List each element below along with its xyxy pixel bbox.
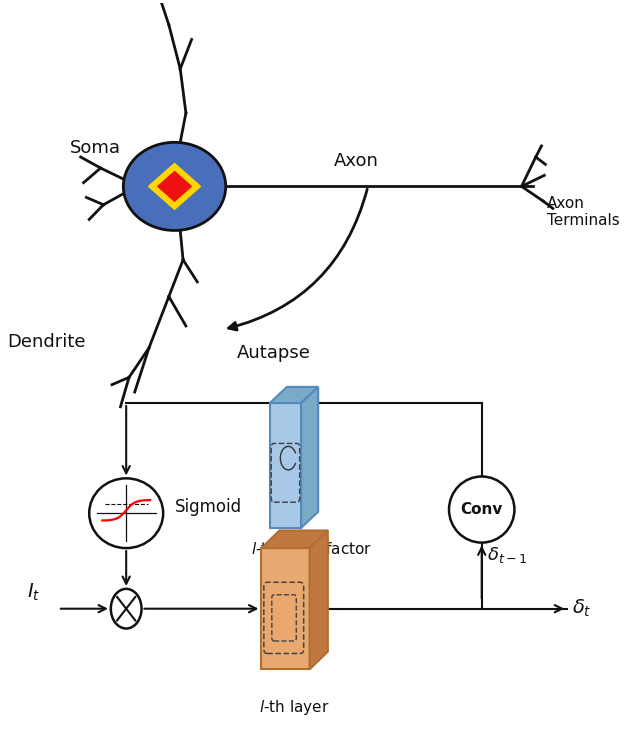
Text: Axon
Terminals: Axon Terminals <box>547 196 620 229</box>
Circle shape <box>111 589 141 628</box>
Text: Conv: Conv <box>460 502 503 517</box>
Text: Sigmoid: Sigmoid <box>175 498 242 517</box>
Text: Autapse: Autapse <box>237 344 311 363</box>
Text: $\delta_{t-1}$: $\delta_{t-1}$ <box>487 545 528 565</box>
Text: Axon: Axon <box>334 152 379 170</box>
Text: Dendrite: Dendrite <box>8 333 86 352</box>
Polygon shape <box>301 387 318 528</box>
Polygon shape <box>270 403 301 528</box>
Ellipse shape <box>449 477 514 542</box>
Polygon shape <box>270 387 318 403</box>
Polygon shape <box>149 164 200 209</box>
Text: $I_t$: $I_t$ <box>28 582 41 603</box>
Polygon shape <box>261 531 328 548</box>
Ellipse shape <box>89 478 163 548</box>
Text: $l$-th layer: $l$-th layer <box>259 698 330 717</box>
Polygon shape <box>158 172 192 201</box>
Text: $l$-th scale factor: $l$-th scale factor <box>251 541 372 557</box>
Ellipse shape <box>123 142 225 230</box>
Polygon shape <box>310 531 328 669</box>
Text: $\delta_t$: $\delta_t$ <box>571 598 592 619</box>
Polygon shape <box>261 548 310 669</box>
Text: Soma: Soma <box>70 139 121 157</box>
